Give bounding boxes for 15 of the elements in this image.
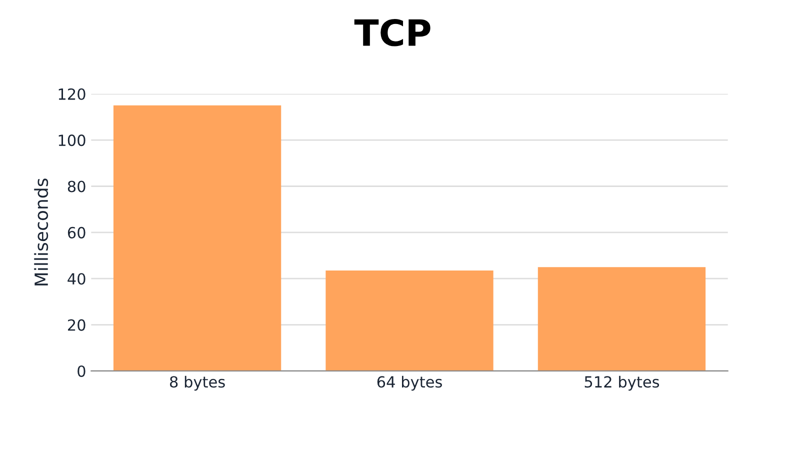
x-tick-label: 64 bytes xyxy=(377,376,442,391)
x-tick-label: 8 bytes xyxy=(170,376,225,391)
y-tick-label: 100 xyxy=(58,134,86,146)
y-tick-label: 40 xyxy=(68,273,86,285)
chart-title: TCP xyxy=(354,18,430,46)
y-tick-label: 60 xyxy=(68,226,86,238)
y-tick-label: 20 xyxy=(68,319,86,331)
x-tick-label: 512 bytes xyxy=(584,376,660,391)
bar xyxy=(538,267,706,371)
y-tick-label: 120 xyxy=(58,88,86,100)
y-tick-label: 80 xyxy=(68,180,86,192)
y-tick-label: 0 xyxy=(78,365,86,377)
y-axis-title: Milliseconds xyxy=(34,178,48,286)
bar xyxy=(326,270,494,371)
bar xyxy=(113,105,282,371)
